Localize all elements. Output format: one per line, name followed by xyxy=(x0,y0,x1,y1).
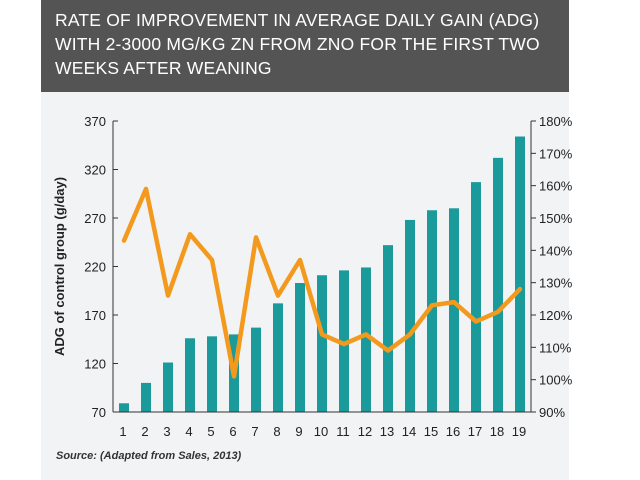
x-tick-label: 17 xyxy=(468,424,482,439)
x-tick-label: 8 xyxy=(273,424,280,439)
bar xyxy=(361,267,371,412)
bar xyxy=(273,303,283,412)
chart-title: RATE OF IMPROVEMENT IN AVERAGE DAILY GAI… xyxy=(55,10,540,78)
x-tick-label: 18 xyxy=(490,424,504,439)
bar xyxy=(405,219,415,412)
right-tick-label: 150% xyxy=(539,211,573,226)
x-tick-label: 10 xyxy=(314,424,328,439)
left-tick-label: 370 xyxy=(84,114,106,129)
bar xyxy=(493,157,503,412)
right-tick-label: 160% xyxy=(539,179,573,194)
x-tick-label: 16 xyxy=(446,424,460,439)
x-tick-label: 12 xyxy=(358,424,372,439)
bar xyxy=(339,270,349,412)
x-tick-label: 5 xyxy=(207,424,214,439)
bar xyxy=(185,338,195,412)
chart-header: RATE OF IMPROVEMENT IN AVERAGE DAILY GAI… xyxy=(41,0,569,92)
bar xyxy=(141,382,151,412)
bar xyxy=(449,208,459,412)
x-tick-label: 14 xyxy=(402,424,416,439)
bar xyxy=(515,136,525,412)
line-series xyxy=(121,186,523,379)
right-tick-label: 100% xyxy=(539,373,573,388)
right-tick-label: 130% xyxy=(539,276,573,291)
bar xyxy=(251,327,261,412)
left-tick-label: 170 xyxy=(84,308,106,323)
right-tick-label: 170% xyxy=(539,146,573,161)
x-tick-label: 13 xyxy=(380,424,394,439)
x-tick-label: 19 xyxy=(512,424,526,439)
left-tick-label: 220 xyxy=(84,260,106,275)
x-tick-label: 6 xyxy=(229,424,236,439)
right-tick-label: 140% xyxy=(539,243,573,258)
x-axis-ticks: 1 2 3 4 5 6 7 8 9 10 11 12 13 14 15 16 17 18 19 xyxy=(119,424,526,439)
left-axis-ticks: 370 320 270 220 170 120 70 xyxy=(84,114,118,420)
bar xyxy=(119,403,129,412)
right-tick-label: 180% xyxy=(539,114,573,129)
left-tick-label: 320 xyxy=(84,163,106,178)
bar xyxy=(163,362,173,412)
left-tick-label: 70 xyxy=(92,405,106,420)
bar xyxy=(317,275,327,412)
right-tick-label: 90% xyxy=(539,405,565,420)
bar xyxy=(471,182,481,412)
y-axis-label: ADG of control group (g/day) xyxy=(52,177,67,356)
right-tick-label: 110% xyxy=(539,340,572,355)
left-tick-label: 270 xyxy=(84,211,106,226)
bar xyxy=(427,210,437,412)
x-tick-label: 1 xyxy=(119,424,126,439)
bar-series xyxy=(119,136,525,412)
x-tick-label: 11 xyxy=(336,424,350,439)
x-tick-label: 2 xyxy=(141,424,148,439)
x-tick-label: 15 xyxy=(424,424,438,439)
x-tick-label: 3 xyxy=(163,424,170,439)
bar xyxy=(383,245,393,412)
x-tick-label: 9 xyxy=(295,424,302,439)
source-note: Source: (Adapted from Sales, 2013) xyxy=(56,450,242,462)
right-axis-ticks: 180% 170% 160% 150% 140% 130% 120% 110% 100% 90% xyxy=(531,114,573,420)
bar xyxy=(207,336,217,412)
right-tick-label: 120% xyxy=(539,308,573,323)
bar xyxy=(295,282,305,412)
x-tick-label: 7 xyxy=(251,424,258,439)
left-tick-label: 120 xyxy=(84,357,106,372)
x-tick-label: 4 xyxy=(185,424,192,439)
